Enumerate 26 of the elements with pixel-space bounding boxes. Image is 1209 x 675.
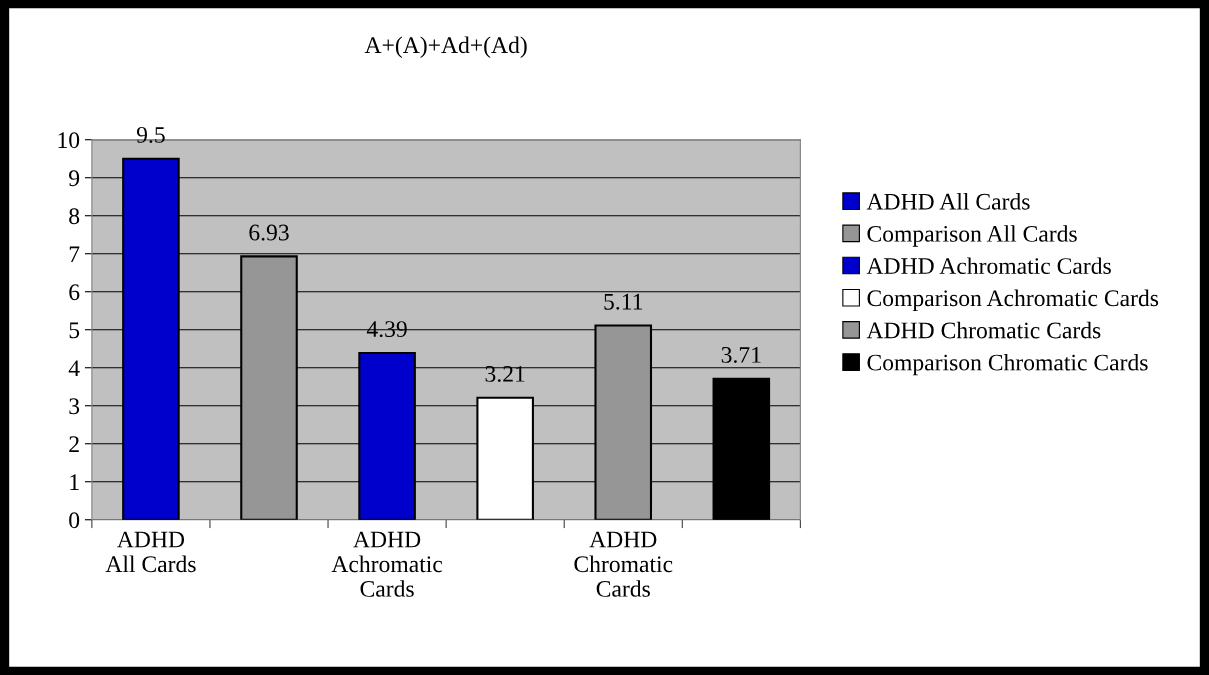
- legend-label: ADHD All Cards: [866, 193, 1030, 210]
- x-tick-label: ADHD All Cards: [105, 531, 196, 573]
- y-tick-label: 7: [69, 246, 80, 262]
- y-tick-label: 4: [68, 360, 80, 376]
- legend-label: Comparison All Cards: [867, 225, 1077, 247]
- x-tick-label: ADHD Achromatic Cards: [331, 531, 443, 597]
- y-tick-label: 10: [58, 132, 80, 149]
- chart-title: A+(A)+Ad+(Ad): [364, 36, 527, 58]
- y-tick-label: 9: [69, 170, 80, 187]
- data-label: 3.21: [485, 365, 525, 382]
- x-tick-label: ADHD Chromatic Cards: [574, 531, 673, 597]
- data-label: 6.93: [249, 224, 289, 241]
- data-label: 5.11: [604, 293, 643, 310]
- data-label: 3.71: [721, 346, 761, 363]
- legend-label: Comparison Chromatic Cards: [867, 353, 1148, 376]
- y-tick-label: 6: [69, 284, 80, 301]
- y-tick-label: 0: [69, 512, 80, 529]
- legend-label: ADHD Chromatic Cards: [866, 321, 1101, 339]
- y-tick-label: 5: [69, 322, 80, 339]
- y-tick-label: 3: [69, 398, 80, 415]
- y-tick-label: 1: [70, 474, 79, 490]
- y-tick-label: 2: [69, 436, 79, 452]
- data-label: 9.5: [136, 126, 165, 143]
- legend-label: ADHD Achromatic Cards: [866, 257, 1111, 275]
- legend-label: Comparison Achromatic Cards: [867, 289, 1159, 311]
- y-tick-label: 8: [69, 208, 80, 225]
